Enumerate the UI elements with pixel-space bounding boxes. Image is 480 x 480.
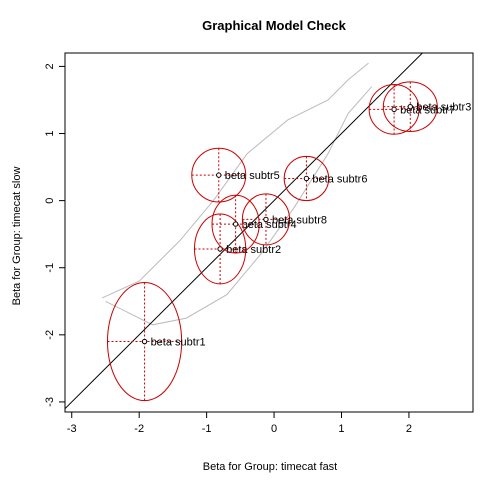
data-point [232, 221, 239, 227]
y-axis-label: Beta for Group: timecat slow [11, 167, 23, 306]
point-label: beta subtr6 [312, 173, 367, 185]
confidence-band-upper [101, 62, 369, 299]
data-point [407, 103, 413, 110]
y-tick-label: -1 [44, 263, 56, 273]
confidence-band-lower [105, 86, 373, 326]
y-tick-label: 0 [44, 198, 56, 204]
x-axis-label: Beta for Group: timecat fast [203, 461, 338, 473]
point-label: beta subtr2 [226, 244, 281, 256]
x-tick-label: 2 [406, 423, 412, 435]
point-label: beta subtr7 [400, 104, 455, 116]
plot-area: -3 -2 -1 0 1 2 -3 -2 -1 0 1 2 beta subtr1 beta subtr2… [44, 52, 474, 435]
x-tick-label: -2 [134, 423, 144, 435]
data-point [263, 216, 269, 223]
y-tick-label: 1 [44, 130, 56, 136]
x-tick-label: -1 [202, 423, 212, 435]
y-tick-label: -2 [44, 330, 56, 340]
data-point [303, 175, 310, 182]
y-tick-label: 2 [44, 63, 56, 69]
data-point [141, 338, 148, 345]
point-label: beta subtr1 [151, 337, 206, 349]
data-point [216, 172, 222, 178]
point-label: beta subtr4 [242, 219, 297, 231]
point-label: beta subtr8 [272, 214, 327, 226]
data-point [391, 106, 397, 113]
x-tick-label: 1 [338, 423, 344, 435]
plot-frame [64, 52, 474, 413]
x-tick-label: -3 [67, 423, 77, 435]
y-tick-label: -3 [44, 397, 56, 407]
point-label: beta subtr3 [416, 102, 471, 114]
x-tick-label: 0 [271, 423, 277, 435]
data-point [217, 246, 223, 252]
chart-title: Graphical Model Check [202, 18, 347, 33]
reference-line [65, 53, 424, 409]
point-label: beta subtr5 [225, 170, 280, 182]
